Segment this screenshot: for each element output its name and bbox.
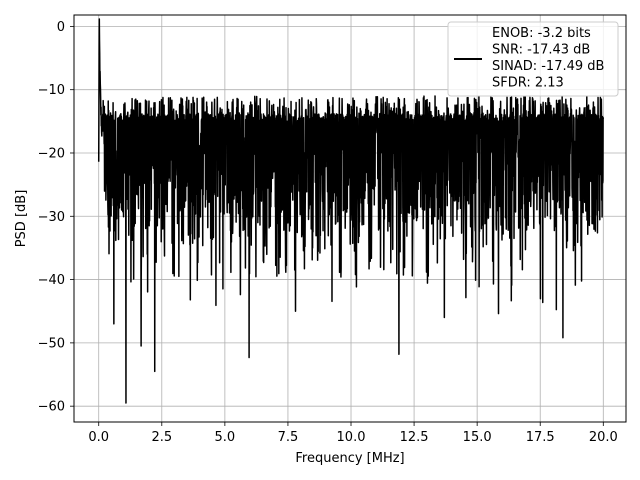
y-tick-label: −40 (38, 273, 65, 288)
legend-sfdr: SFDR: 2.13 (492, 76, 564, 91)
x-tick-label: 7.5 (278, 430, 299, 445)
x-tick-label: 15.0 (463, 430, 492, 445)
legend: ENOB: -3.2 bits SNR: -17.43 dB SINAD: -1… (447, 21, 619, 97)
x-tick-label: 17.5 (526, 430, 555, 445)
x-tick-label: 20.0 (589, 430, 618, 445)
x-tick-label: 12.5 (400, 430, 429, 445)
legend-sinad: SINAD: -17.49 dB (492, 59, 604, 74)
y-tick-label: −30 (38, 210, 65, 225)
y-tick-label: −10 (38, 83, 65, 98)
x-tick-label: 0.0 (88, 430, 109, 445)
x-axis-label: Frequency [MHz] (295, 451, 404, 466)
legend-snr: SNR: -17.43 dB (492, 43, 590, 58)
y-tick-label: −50 (38, 336, 65, 351)
x-tick-label: 10.0 (337, 430, 366, 445)
psd-trace-line (97, 18, 605, 404)
legend-enob: ENOB: -3.2 bits (492, 26, 591, 41)
legend-box (447, 21, 619, 97)
y-axis-label: PSD [dB] (14, 190, 29, 248)
x-tick-label: 2.5 (151, 430, 172, 445)
y-tick-label: −60 (38, 400, 65, 415)
ticks: 0.0 2.5 5.0 7.5 10.0 12.5 15.0 17.5 20.0 0 −10 −20 −… (38, 20, 618, 445)
y-tick-label: −20 (38, 146, 65, 161)
psd-trace-group (97, 18, 605, 404)
y-tick-label: 0 (57, 20, 65, 35)
plot-frame (73, 14, 627, 423)
x-tick-label: 5.0 (215, 430, 236, 445)
